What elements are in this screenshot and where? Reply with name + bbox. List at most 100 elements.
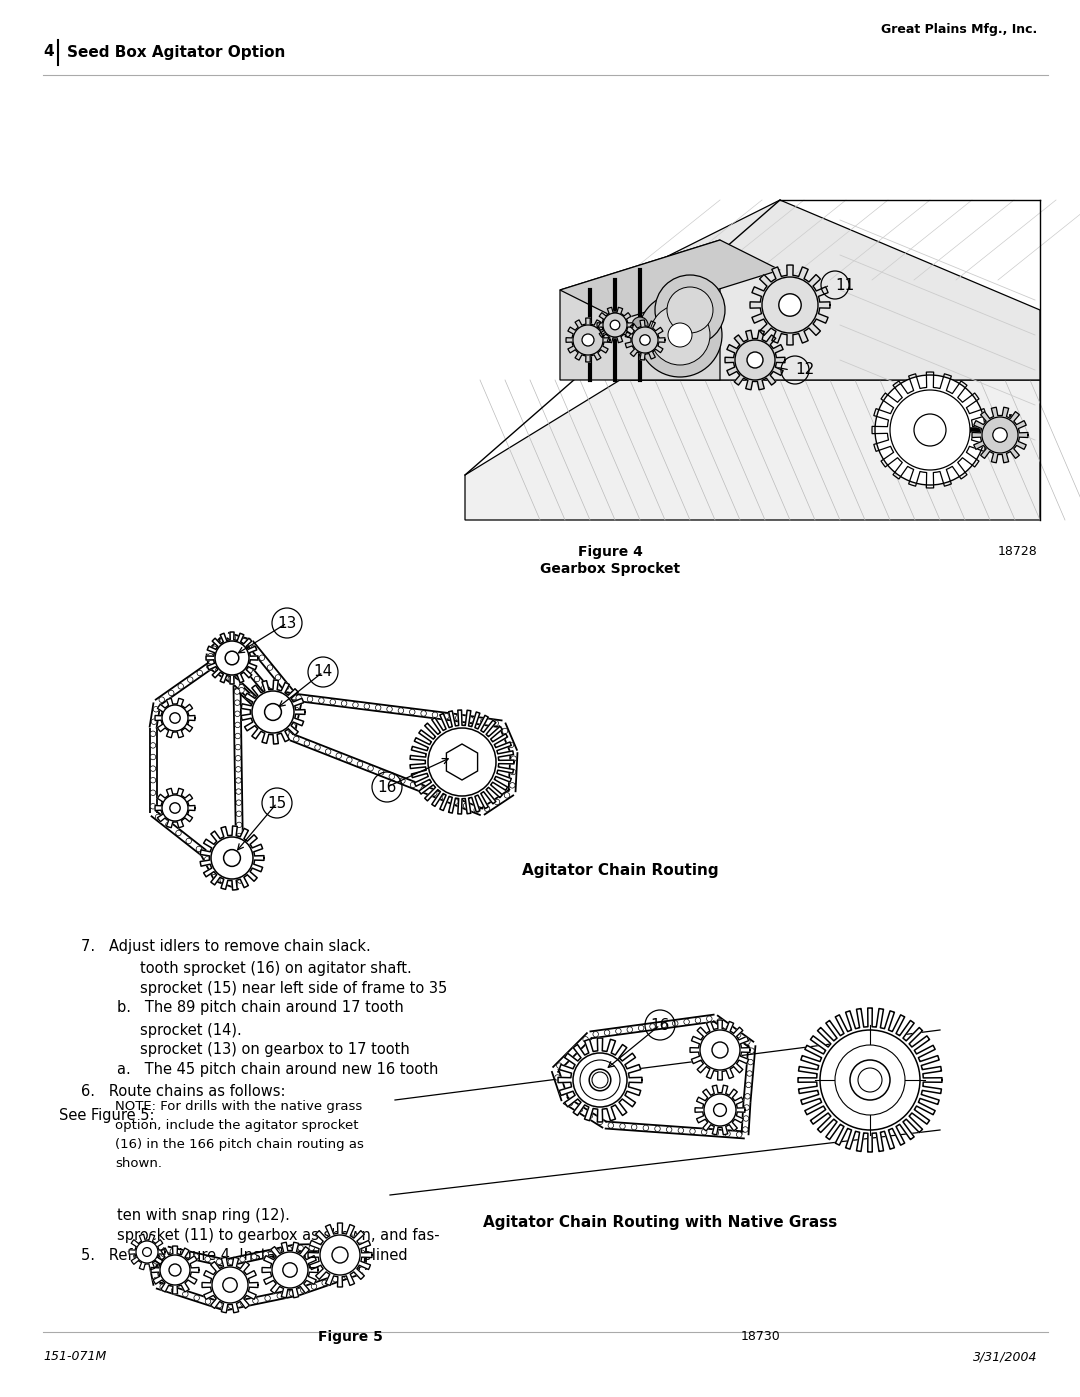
Text: Gearbox Sprocket: Gearbox Sprocket [540, 562, 680, 576]
Circle shape [735, 1032, 741, 1038]
Circle shape [779, 293, 801, 316]
Circle shape [235, 745, 241, 750]
Circle shape [230, 636, 235, 640]
Circle shape [311, 1284, 316, 1289]
Circle shape [597, 1119, 603, 1125]
Circle shape [205, 1299, 211, 1305]
Circle shape [582, 334, 594, 346]
Text: 7.   Adjust idlers to remove chain slack.: 7. Adjust idlers to remove chain slack. [81, 939, 370, 954]
Circle shape [914, 414, 946, 446]
Circle shape [875, 374, 985, 485]
Circle shape [259, 655, 265, 661]
Circle shape [915, 415, 945, 446]
Polygon shape [696, 1085, 745, 1134]
Circle shape [342, 1245, 348, 1250]
Circle shape [170, 1249, 176, 1255]
Circle shape [211, 869, 216, 875]
Circle shape [743, 1127, 748, 1132]
Text: Agitator Chain Routing: Agitator Chain Routing [522, 862, 718, 877]
Circle shape [701, 1129, 707, 1134]
Circle shape [275, 675, 281, 680]
Polygon shape [156, 788, 195, 827]
Polygon shape [200, 826, 264, 890]
Polygon shape [202, 1257, 258, 1313]
Polygon shape [561, 240, 780, 320]
Circle shape [481, 718, 486, 724]
Circle shape [745, 1094, 751, 1099]
Circle shape [654, 275, 725, 345]
Circle shape [228, 1259, 233, 1264]
Circle shape [409, 710, 415, 715]
Circle shape [289, 1291, 295, 1296]
Circle shape [673, 1021, 678, 1027]
Circle shape [495, 799, 500, 805]
Circle shape [247, 668, 253, 673]
Circle shape [219, 643, 225, 648]
Text: 15: 15 [268, 795, 286, 810]
Circle shape [747, 352, 762, 367]
Circle shape [160, 1284, 165, 1289]
Circle shape [620, 1123, 625, 1129]
Circle shape [399, 708, 404, 714]
Circle shape [205, 1256, 211, 1261]
Circle shape [188, 678, 193, 682]
Text: a.   The 45 pitch chain around new 16 tooth: a. The 45 pitch chain around new 16 toot… [117, 1062, 438, 1077]
Circle shape [170, 712, 180, 724]
Circle shape [556, 1063, 562, 1069]
Circle shape [717, 1018, 723, 1024]
Circle shape [240, 659, 245, 665]
Circle shape [509, 742, 514, 747]
Circle shape [400, 778, 405, 784]
Circle shape [254, 676, 260, 682]
Text: 4: 4 [43, 45, 54, 60]
Circle shape [632, 327, 658, 353]
Polygon shape [620, 200, 1040, 380]
Circle shape [737, 1132, 742, 1137]
Circle shape [610, 320, 620, 330]
Circle shape [252, 1255, 257, 1260]
Circle shape [162, 705, 188, 731]
Text: sprocket (15) near left side of frame to 35: sprocket (15) near left side of frame to… [140, 981, 447, 996]
Circle shape [153, 1277, 159, 1282]
Circle shape [650, 305, 710, 365]
Circle shape [252, 645, 257, 651]
Circle shape [215, 641, 249, 675]
Circle shape [284, 693, 289, 698]
Circle shape [161, 1250, 166, 1256]
Circle shape [162, 795, 188, 821]
Circle shape [643, 1125, 649, 1130]
Circle shape [341, 701, 347, 705]
Circle shape [616, 1028, 621, 1034]
Polygon shape [156, 698, 195, 738]
Polygon shape [410, 710, 514, 814]
Circle shape [993, 427, 1008, 443]
Circle shape [151, 1267, 157, 1273]
Circle shape [222, 1278, 238, 1292]
Text: Figure 4: Figure 4 [578, 545, 643, 559]
Text: tooth sprocket (16) on agitator shaft.: tooth sprocket (16) on agitator shaft. [140, 961, 413, 977]
Circle shape [333, 1277, 338, 1282]
Circle shape [389, 774, 394, 780]
Circle shape [573, 1053, 627, 1106]
Circle shape [468, 717, 473, 722]
Circle shape [284, 731, 289, 735]
Circle shape [292, 694, 297, 700]
Circle shape [850, 1060, 890, 1099]
Circle shape [410, 782, 416, 788]
Circle shape [308, 696, 313, 701]
Circle shape [207, 654, 213, 659]
Circle shape [238, 877, 243, 883]
Circle shape [183, 1291, 188, 1296]
Circle shape [225, 641, 230, 647]
Circle shape [820, 1030, 920, 1130]
Circle shape [296, 694, 301, 700]
Text: Agitator Chain Routing with Native Grass: Agitator Chain Routing with Native Grass [483, 1215, 837, 1229]
Circle shape [748, 1048, 754, 1053]
Circle shape [274, 1249, 280, 1255]
Circle shape [237, 812, 242, 816]
Circle shape [744, 1105, 750, 1111]
Circle shape [212, 645, 217, 651]
Circle shape [252, 692, 294, 733]
Circle shape [214, 655, 219, 659]
Circle shape [343, 1273, 349, 1278]
